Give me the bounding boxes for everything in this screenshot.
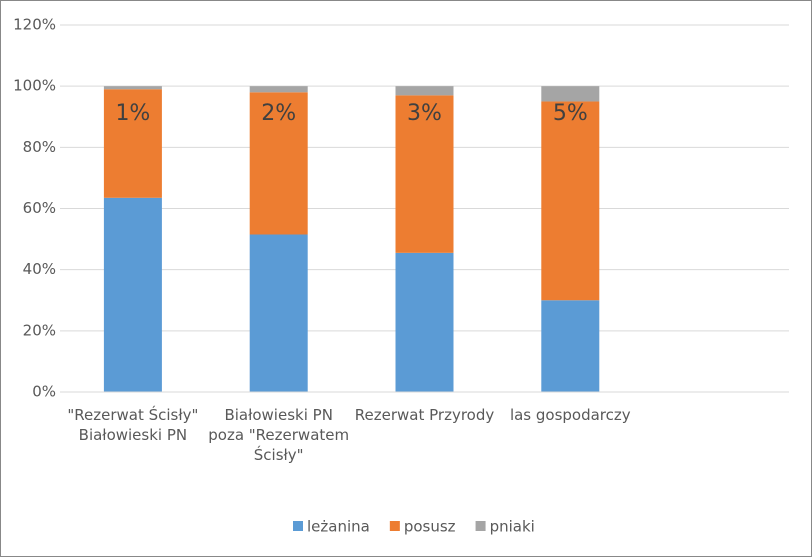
- bar-segment: [395, 252, 454, 392]
- x-tick-label: Rezerwat Przyrody: [354, 406, 495, 424]
- data-label: 2%: [261, 101, 296, 126]
- bar-segment: [249, 92, 308, 235]
- bar-segment: [541, 300, 600, 392]
- bar-segment: [249, 234, 308, 392]
- bar-segment: [395, 95, 454, 253]
- bar-segment: [249, 86, 308, 93]
- bar-segment: [541, 86, 600, 102]
- x-tick-label: las gospodarczy: [509, 406, 631, 424]
- x-tick-label: Białowieski PN poza "Rezerwatem Ścisły": [208, 406, 350, 464]
- x-tick-label: "Rezerwat Ścisły" Białowieski PN: [67, 406, 199, 444]
- bar-segment: [541, 101, 600, 301]
- y-tick-label: 120%: [13, 16, 56, 34]
- y-tick-label: 0%: [32, 383, 56, 401]
- y-tick-label: 60%: [23, 199, 56, 217]
- bar-segment: [103, 89, 162, 198]
- legend-swatch: [475, 521, 486, 531]
- legend-label: leżanina: [307, 518, 370, 536]
- legend-swatch: [293, 521, 303, 531]
- legend-swatch: [389, 521, 400, 531]
- data-label: 3%: [407, 101, 442, 126]
- data-label: 5%: [553, 101, 588, 126]
- bar-segment: [103, 197, 162, 392]
- y-tick-label: 40%: [23, 260, 56, 278]
- y-tick-label: 100%: [13, 77, 56, 95]
- y-tick-label: 80%: [23, 138, 56, 156]
- bar-segment: [103, 86, 162, 90]
- legend-label: posusz: [404, 518, 456, 536]
- data-label: 1%: [115, 101, 150, 126]
- bar-segment: [395, 86, 454, 96]
- legend-label: pniaki: [490, 518, 535, 536]
- y-tick-label: 20%: [23, 321, 56, 339]
